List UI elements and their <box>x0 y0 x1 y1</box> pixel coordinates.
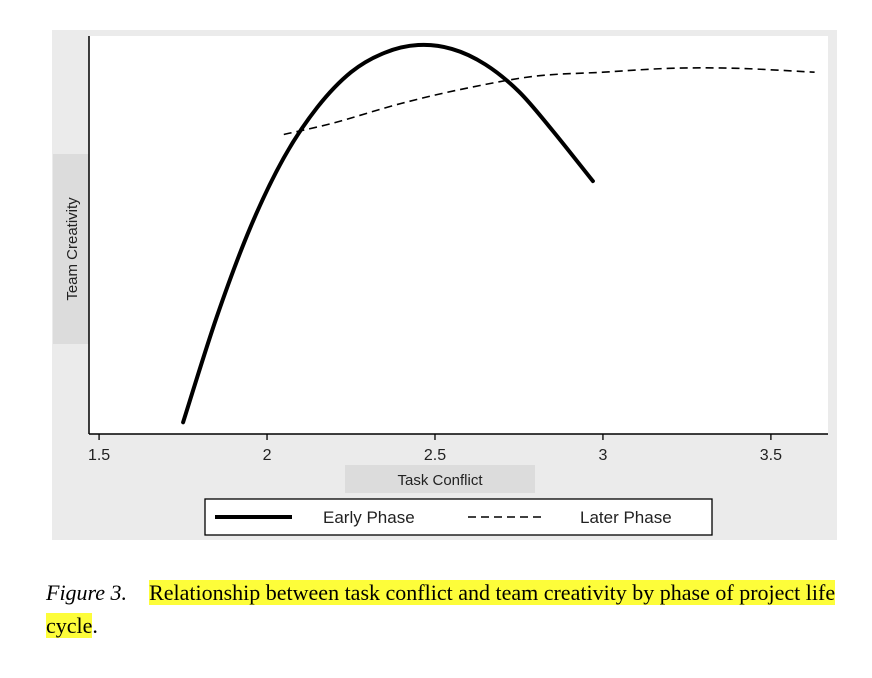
x-tick-label: 3.5 <box>760 447 782 464</box>
x-tick-label: 3 <box>598 447 607 464</box>
figure-caption: Figure 3. Relationship between task conf… <box>46 576 856 642</box>
x-axis-title: Task Conflict <box>397 472 483 489</box>
y-axis-title: Team Creativity <box>64 197 81 301</box>
x-tick-label: 1.5 <box>88 447 110 464</box>
series-early-phase-line <box>181 42 595 425</box>
x-axis-title-band <box>345 465 535 493</box>
legend-label-later: Later Phase <box>580 508 672 527</box>
y-axis-title-band <box>53 154 89 344</box>
legend-label-early: Early Phase <box>323 508 415 527</box>
x-tick-label: 2 <box>263 447 272 464</box>
caption-text: Relationship between task conflict and t… <box>46 580 836 638</box>
plot-area <box>89 36 828 434</box>
caption-label: Figure 3. <box>46 580 128 605</box>
legend: Early Phase Later Phase <box>204 498 713 536</box>
x-tick-label: 2.5 <box>424 447 446 464</box>
x-ticks: 1.5 2 2.5 3 3.5 <box>88 434 782 464</box>
chart: Team Creativity 1.5 2 2.5 3 3.5 Task Conflic… <box>53 36 828 536</box>
caption-end: . <box>92 613 98 638</box>
